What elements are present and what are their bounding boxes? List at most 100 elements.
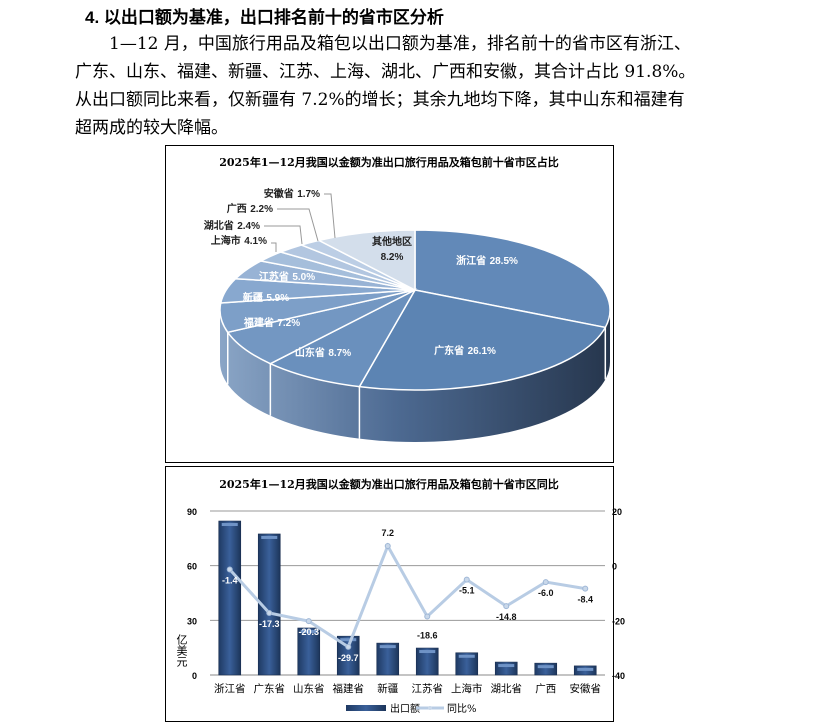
pie-label-name: 广东省 xyxy=(434,344,467,357)
yoy-data-label: -5.1 xyxy=(459,586,475,596)
pie-chart-title: 2025年1—12月我国以金额为准出口旅行用品及箱包前十省市区占比 xyxy=(219,155,559,169)
pie-label: 浙江省 28.5% xyxy=(456,254,518,267)
legend-bar-swatch xyxy=(346,705,386,711)
bar-highlight xyxy=(458,654,475,658)
bar xyxy=(534,662,558,676)
pie-label: 新疆 5.9% xyxy=(243,291,289,304)
yoy-marker xyxy=(226,566,233,573)
bar xyxy=(297,627,321,676)
yoy-marker xyxy=(542,579,549,586)
pie-label-value: 4.1% xyxy=(244,236,267,247)
pie-label-name: 新疆 xyxy=(243,291,266,304)
yoy-marker xyxy=(384,542,391,549)
pie-label-name: 湖北省 xyxy=(204,219,237,232)
bar xyxy=(415,647,439,676)
pie-label-value: 28.5% xyxy=(490,256,518,267)
y-axis-tick: 0 xyxy=(192,671,197,681)
y2-axis-tick: -20 xyxy=(612,616,625,626)
pie-label-value: 7.2% xyxy=(277,318,300,329)
yoy-data-label: -6.0 xyxy=(538,588,554,598)
bar xyxy=(218,520,242,676)
pie-label-value: 5.0% xyxy=(292,272,315,283)
pie-label: 江苏省 5.0% xyxy=(259,270,315,283)
pie-value: 8.2% xyxy=(381,252,404,263)
bar xyxy=(455,652,479,676)
bar xyxy=(257,533,281,676)
yoy-data-label: -8.4 xyxy=(577,595,593,605)
yoy-marker xyxy=(582,585,589,592)
pie-leader-line xyxy=(277,208,319,242)
y2-axis-tick: 0 xyxy=(612,562,617,572)
pie-label-value: 26.1% xyxy=(468,346,496,357)
pie-leader-line xyxy=(271,242,277,252)
x-axis-label: 上海市 xyxy=(451,682,483,695)
bar-highlight xyxy=(498,664,515,668)
pie-side xyxy=(220,310,610,442)
bar-highlight xyxy=(577,667,594,671)
x-axis-label: 浙江省 xyxy=(214,682,246,695)
pie-label-value: 8.7% xyxy=(328,348,351,359)
pie-leader-line xyxy=(264,225,303,245)
x-axis-label: 广西 xyxy=(535,683,556,695)
pie-label: 其他地区 xyxy=(372,235,412,248)
bar-highlight xyxy=(221,523,238,527)
bar-chart-title: 2025年1—12月我国以金额为准出口旅行用品及箱包前十省市区同比 xyxy=(219,477,559,491)
paragraph-line: 超两成的较大降幅。 xyxy=(75,118,228,138)
bar-highlight xyxy=(379,645,396,649)
legend-line-marker xyxy=(428,706,432,710)
pie-slice xyxy=(414,229,611,329)
y-axis-tick: 60 xyxy=(187,562,197,572)
pie-label-name: 广西 xyxy=(227,202,250,215)
pie-slice xyxy=(316,229,416,292)
y2-axis-tick: 20 xyxy=(612,507,622,517)
pie-label-name: 江苏省 xyxy=(259,270,292,283)
pie-label-name: 山东省 xyxy=(295,346,328,359)
bar-highlight xyxy=(300,629,317,633)
bar-highlight xyxy=(261,535,278,539)
pie-label: 湖北省 2.4% xyxy=(204,219,260,232)
yoy-marker xyxy=(503,603,510,610)
x-axis-label: 广东省 xyxy=(254,682,286,695)
pie-slice xyxy=(268,288,417,388)
pie-label-value: 5.9% xyxy=(266,293,289,304)
bar-highlight xyxy=(419,650,436,654)
x-axis-label: 安徽省 xyxy=(570,682,602,695)
yoy-marker xyxy=(305,618,312,625)
pie-label: 上海市 4.1% xyxy=(211,234,267,247)
legend-line-label: 同比% xyxy=(447,703,477,715)
legend-bar-label: 出口额 xyxy=(390,702,420,715)
pie-label-name: 福建省 xyxy=(243,316,277,329)
pie-label-name: 安徽省 xyxy=(264,187,297,200)
yoy-marker xyxy=(463,576,470,583)
yoy-data-label: -18.6 xyxy=(417,631,438,641)
yoy-data-label: -20.3 xyxy=(298,627,319,637)
yoy-data-label: -17.3 xyxy=(259,619,280,629)
bar xyxy=(376,642,400,676)
body-paragraph: 1—12 月，中国旅行用品及箱包以出口额为基准，排名前十的省市区有浙江、 广东、… xyxy=(75,30,755,142)
pie-slice xyxy=(358,289,607,391)
yoy-data-label: 7.2 xyxy=(381,528,394,538)
y-axis-tick: 30 xyxy=(187,616,197,626)
yoy-line xyxy=(228,542,586,650)
y2-axis-tick: -40 xyxy=(612,671,625,681)
x-axis-label: 湖北省 xyxy=(491,682,523,695)
yoy-marker xyxy=(345,643,352,650)
paragraph-line: 从出口额同比来看，仅新疆有 7.2%的增长；其余九地均下降，其中山东和福建有 xyxy=(75,90,685,110)
bar xyxy=(494,661,518,676)
bar-highlight xyxy=(537,665,554,669)
x-axis-label: 山东省 xyxy=(293,682,325,695)
pie-label-value: 2.2% xyxy=(250,204,273,215)
bar xyxy=(336,635,360,676)
paragraph-line: 1—12 月，中国旅行用品及箱包以出口额为基准，排名前十的省市区有浙江、 xyxy=(109,34,691,54)
pie-label-value: 1.7% xyxy=(297,189,320,200)
pie-label-value: 2.4% xyxy=(237,221,260,232)
y-axis-label: 亿美元 xyxy=(175,634,188,667)
yoy-marker xyxy=(424,613,431,620)
pie-label: 福建省 7.2% xyxy=(243,316,300,329)
pie-label-name: 上海市 xyxy=(211,234,244,247)
yoy-data-label: -1.4 xyxy=(222,575,238,585)
x-axis-label: 福建省 xyxy=(333,682,365,695)
yoy-data-label: -29.7 xyxy=(338,653,359,663)
